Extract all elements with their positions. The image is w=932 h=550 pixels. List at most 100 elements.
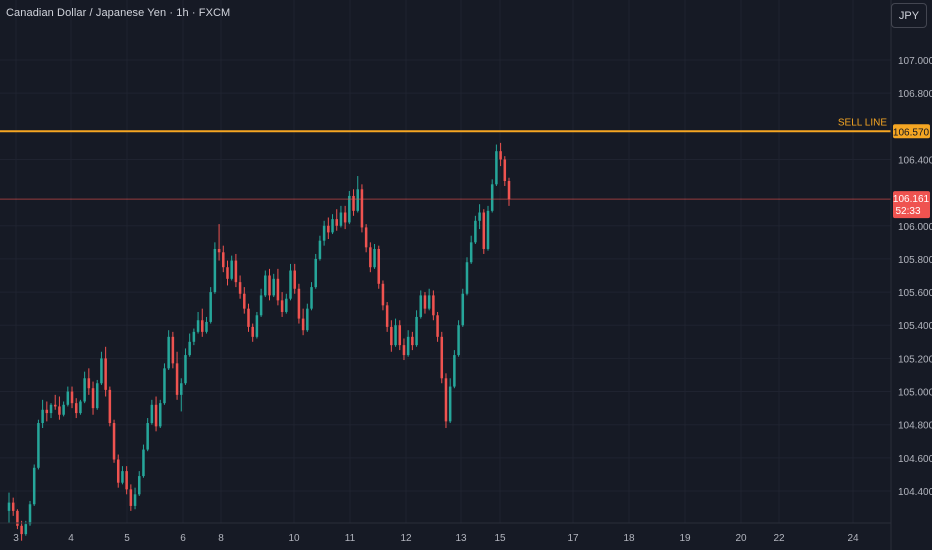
candle-body [415,316,418,346]
candle-body [385,305,389,327]
currency-button[interactable]: JPY [891,3,927,28]
candle [276,268,280,306]
price-tick-label: 105.400 [898,321,932,332]
candle-body [213,248,217,293]
candle-body [24,524,28,535]
candle [11,497,15,516]
candle [188,333,191,357]
candle [322,220,326,246]
candle [436,311,439,342]
candle [461,288,465,327]
candles [7,142,511,541]
time-tick-label: 15 [494,533,506,544]
time-tick-label: 24 [847,533,859,544]
candle [28,500,32,526]
candle-body [95,383,99,409]
candle-body [411,336,414,346]
candle [381,280,385,311]
candle [348,190,351,225]
candle [217,224,221,261]
candle [415,310,418,347]
price-axis[interactable]: 107.000 106.800 106.400 106.000 105.800 105.6… [898,56,932,498]
candle-body [306,308,309,331]
candle-body [146,423,149,450]
time-tick-label: 11 [345,533,356,544]
candle-body [360,189,364,228]
candle-body [499,151,502,160]
candle-body [486,210,490,249]
candle-body [285,298,288,312]
candle [390,320,393,352]
candle-body [444,378,448,422]
candle [264,270,267,298]
candle [373,244,376,269]
time-tick-label: 4 [68,533,74,544]
candle-body [310,287,313,309]
candle-body [348,195,351,223]
price-tick-label: 104.600 [898,454,932,465]
candle [74,398,78,419]
candle-body [448,386,452,422]
candle-body [28,504,32,525]
candle [234,253,238,288]
candle-body [91,388,95,409]
candle [247,303,250,332]
candle [37,419,40,470]
candle [503,156,507,186]
candle [129,484,133,511]
candle-body [335,219,338,226]
candle [478,204,481,230]
candle [306,303,309,332]
candle [406,330,410,357]
candle-body [436,315,439,337]
candle-body [318,240,322,259]
candle-body [356,189,359,211]
candle-body [234,260,238,283]
candle [53,394,57,410]
candle-body [423,295,427,309]
candle [360,184,364,233]
time-tick-label: 22 [773,533,785,544]
candle [432,290,435,321]
candle-body [469,242,473,263]
candle [335,209,338,231]
candle-body [507,181,511,200]
candle-body [62,404,65,415]
candle-body [125,471,128,490]
candle-body [49,404,53,414]
candle [398,320,402,351]
candle-body [196,320,200,332]
candle-body [217,248,221,253]
candle [180,378,183,412]
candle [268,268,271,301]
candle-body [293,270,296,289]
candle-body [171,336,175,364]
candle-body [264,275,267,296]
candle [171,331,175,369]
candle [121,466,124,485]
sell-price-badge [893,124,930,139]
candle-body [364,227,368,248]
candle [222,245,225,273]
candle [91,381,95,415]
candle [402,338,406,361]
candle-body [390,326,393,346]
candle-body [74,403,78,414]
time-axis[interactable]: 3 4 5 6 8 10 11 12 13 15 17 18 19 20 22 24 [13,533,859,544]
candle-body [11,502,15,511]
candle [66,386,70,407]
candle-body [58,406,61,415]
candle [41,399,44,429]
candle [116,454,120,488]
candle-body [369,247,372,268]
horizontal-lines: SELL LINE [0,117,891,200]
candle-body [163,368,166,404]
candle-body [495,151,498,185]
candle-body [226,267,229,279]
last-price-badge [893,191,930,219]
candle-body [457,325,460,356]
candle [209,287,212,324]
candle-body [276,278,280,301]
symbol-title[interactable]: Canadian Dollar / Japanese Yen · 1h · FX… [6,7,231,19]
